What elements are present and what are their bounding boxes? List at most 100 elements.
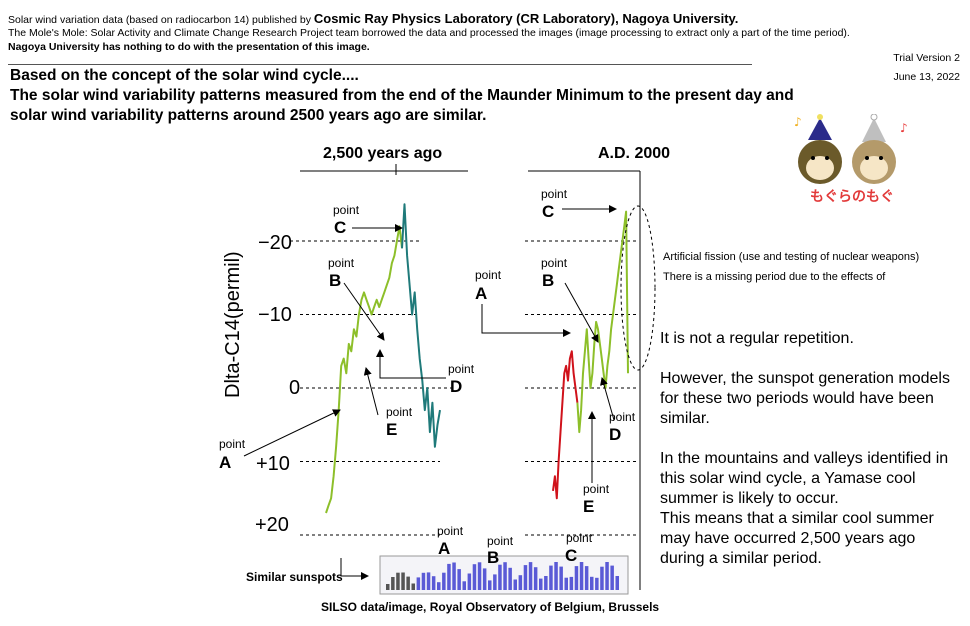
sunspot-bar: [590, 576, 594, 590]
mascot-logo-text: もぐらのもぐ: [810, 189, 894, 205]
sunspot-bar: [595, 577, 599, 590]
arrow-right-d: [600, 377, 615, 421]
sunspot-bar: [513, 579, 517, 590]
arrow-left-e: [363, 367, 379, 416]
y-tick-minus20: −20: [258, 232, 292, 254]
sunspot-bar: [554, 562, 558, 590]
sunspot-bar: [472, 564, 477, 590]
sunspot-bar: [411, 583, 415, 590]
sunspot-bar: [498, 564, 502, 590]
similar-sunspots-label: Similar sunspots: [246, 570, 343, 584]
grid-lines: [290, 240, 638, 536]
right-point-a-word: point: [475, 268, 502, 282]
sunspot-point-a: A: [438, 539, 451, 558]
sunspot-bar: [431, 576, 436, 590]
title-line-1: Based on the concept of the solar wind c…: [10, 67, 359, 84]
note-not-regular: It is not a regular repetition.: [660, 330, 854, 347]
left-point-b-word: point: [328, 256, 355, 270]
source-prefix: Solar wind variation data (based on radi…: [8, 14, 314, 26]
note-yamase: In the mountains and valleys identified …: [660, 450, 949, 507]
sunspot-point-c: C: [565, 546, 578, 565]
arrow-left-a: [243, 409, 341, 457]
sunspot-bar: [452, 562, 456, 590]
source-line-1: Solar wind variation data (based on radi…: [8, 11, 738, 26]
sunspot-bar: [401, 572, 405, 590]
fission-line-2: There is a missing period due to the eff…: [663, 271, 886, 283]
sunspot-bar: [462, 581, 466, 590]
sunspot-bar: [508, 567, 512, 590]
sunspot-bar: [396, 572, 400, 590]
sunspot-bar: [386, 584, 390, 590]
left-point-e: E: [386, 420, 398, 439]
sunspot-bar: [477, 562, 482, 590]
sunspot-bar: [488, 580, 492, 590]
left-point-b: B: [329, 271, 342, 290]
sunspot-bar: [539, 578, 543, 590]
series-line-1-1: [576, 210, 629, 434]
left-point-c: C: [334, 218, 347, 237]
source-org: Cosmic Ray Physics Laboratory (CR Labora…: [313, 11, 739, 26]
right-point-b: B: [542, 271, 555, 290]
right-point-e: E: [583, 497, 595, 516]
left-panel-title: 2,500 years ago: [323, 145, 443, 162]
sunspot-bar: [503, 562, 507, 590]
sunspot-bar: [579, 562, 584, 590]
y-tick-0: 0: [289, 377, 301, 399]
right-point-e-word: point: [583, 482, 610, 496]
title-line-3: solar wind variability patterns around 2…: [10, 107, 487, 124]
sunspot-bar: [569, 576, 574, 590]
left-point-d: D: [450, 377, 463, 396]
y-tick-plus20: +20: [255, 514, 289, 536]
arrow-right-a: [481, 304, 571, 337]
sunspot-point-a-word: point: [437, 524, 464, 538]
left-point-a: A: [219, 453, 232, 472]
header-divider: [8, 64, 752, 65]
date-label: June 13, 2022: [893, 71, 960, 83]
missing-period-ellipse: [620, 205, 656, 371]
arrow-sunspots: [340, 558, 369, 580]
sunspot-bar: [615, 576, 619, 590]
sunspot-bar: [605, 562, 609, 590]
y-tick-minus10: −10: [258, 304, 292, 326]
arrow-left-b: [343, 282, 385, 341]
page-title: Based on the concept of the solar wind c…: [10, 66, 794, 126]
sunspot-bar: [406, 576, 410, 590]
left-point-c-word: point: [333, 203, 360, 217]
svg-text:♪: ♪: [900, 121, 908, 135]
arrow-right-b: [564, 282, 599, 343]
sunspot-bar: [523, 565, 528, 590]
sunspot-point-b: B: [487, 548, 500, 567]
version-label: Trial Version 2: [893, 52, 960, 64]
note-sunspot-models: However, the sunspot generation models f…: [660, 370, 950, 427]
sunspot-bars: [386, 562, 619, 590]
right-point-d: D: [609, 425, 622, 444]
source-line-2: The Mole's Mole: Solar Activity and Clim…: [8, 27, 850, 39]
mole-mascot-icon: ♪ ♪: [794, 114, 908, 184]
right-point-a: A: [475, 284, 488, 303]
sunspot-point-c-word: point: [566, 531, 593, 545]
sunspot-bar: [584, 566, 589, 590]
left-point-e-word: point: [386, 405, 413, 419]
right-point-b-word: point: [541, 256, 568, 270]
sunspot-bar: [549, 565, 553, 590]
title-line-2: The solar wind variability patterns meas…: [10, 87, 794, 104]
sunspot-bar: [574, 566, 579, 590]
y-axis-label: Dlta-C14(permil): [222, 251, 244, 398]
series-line-1-0: [552, 350, 579, 500]
sunspot-bar: [518, 575, 523, 590]
sunspot-bar: [482, 568, 487, 590]
sunspot-bar: [528, 562, 533, 590]
sunspot-bar: [437, 582, 441, 590]
sunspot-bar: [559, 566, 563, 590]
mole-mascot-logo: ♪ ♪ もぐらのもぐ: [782, 114, 922, 206]
fission-line-1: Artificial fission (use and testing of n…: [663, 251, 920, 263]
sunspot-bar: [391, 577, 395, 590]
sunspot-bar: [447, 563, 451, 590]
sunspot-bar: [533, 567, 538, 590]
sunspot-bar: [600, 566, 604, 590]
left-point-d-word: point: [448, 362, 475, 376]
svg-text:♪: ♪: [794, 115, 802, 129]
sunspot-bar: [442, 572, 446, 590]
arrow-left-d: [376, 349, 446, 379]
